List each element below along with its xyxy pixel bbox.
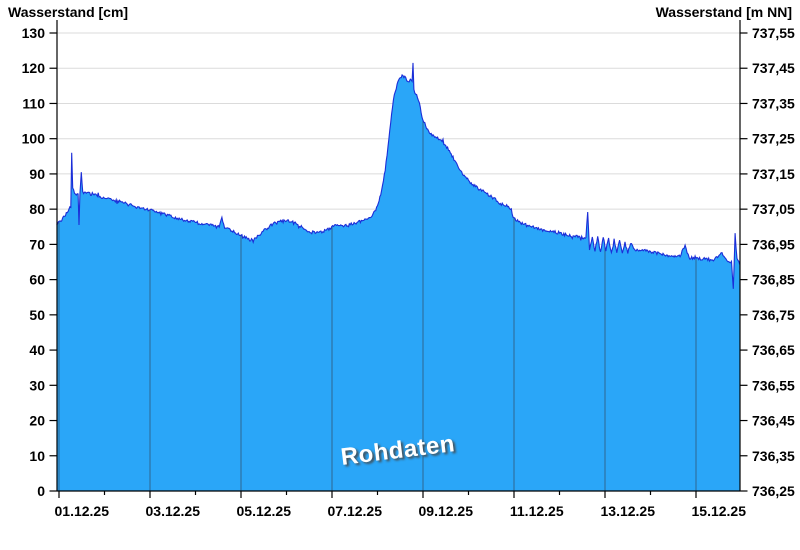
axes [56, 20, 741, 492]
right-axis-title: Wasserstand [m NN] [655, 4, 792, 20]
right-tick-label: 737,15 [752, 166, 795, 182]
x-tick-label: 09.12.25 [419, 503, 474, 519]
left-tick-label: 70 [29, 236, 45, 252]
right-tick-label: 736,95 [752, 236, 795, 252]
left-tick-label: 110 [22, 95, 45, 111]
left-tick-label: 100 [22, 131, 46, 147]
x-tick-label: 15.12.25 [692, 503, 747, 519]
right-tick-label: 736,55 [752, 377, 795, 393]
right-tick-label: 736,35 [752, 448, 795, 464]
water-level-line [56, 62, 741, 289]
left-tick-label: 80 [29, 201, 45, 217]
right-tick-label: 737,45 [752, 60, 795, 76]
x-tick-label: 05.12.25 [237, 503, 292, 519]
left-tick-label: 40 [29, 342, 45, 358]
water-level-area [56, 62, 740, 492]
left-tick-label: 0 [37, 483, 45, 499]
right-tick-label: 737,25 [752, 131, 795, 147]
x-tick-label: 13.12.25 [601, 503, 656, 519]
right-tick-label: 736,75 [752, 307, 795, 323]
x-tick-label: 11.12.25 [510, 503, 564, 519]
left-tick-label: 60 [29, 272, 45, 288]
left-tick-label: 30 [29, 377, 45, 393]
left-tick-label: 120 [22, 60, 46, 76]
x-tick-label: 03.12.25 [146, 503, 201, 519]
left-tick-label: 130 [22, 25, 46, 41]
right-tick-label: 736,65 [752, 342, 795, 358]
left-tick-label: 10 [29, 448, 45, 464]
x-tick-label: 07.12.25 [328, 503, 383, 519]
right-tick-label: 737,55 [752, 25, 795, 41]
right-tick-label: 736,45 [752, 413, 795, 429]
left-tick-label: 20 [29, 413, 45, 429]
left-tick-label: 50 [29, 307, 45, 323]
right-tick-label: 736,85 [752, 272, 795, 288]
right-tick-label: 737,05 [752, 201, 795, 217]
left-tick-label: 90 [29, 166, 45, 182]
right-tick-label: 737,35 [752, 95, 795, 111]
x-tick-label: 01.12.25 [55, 503, 110, 519]
right-tick-label: 736,25 [752, 483, 795, 499]
left-axis-title: Wasserstand [cm] [8, 4, 129, 20]
